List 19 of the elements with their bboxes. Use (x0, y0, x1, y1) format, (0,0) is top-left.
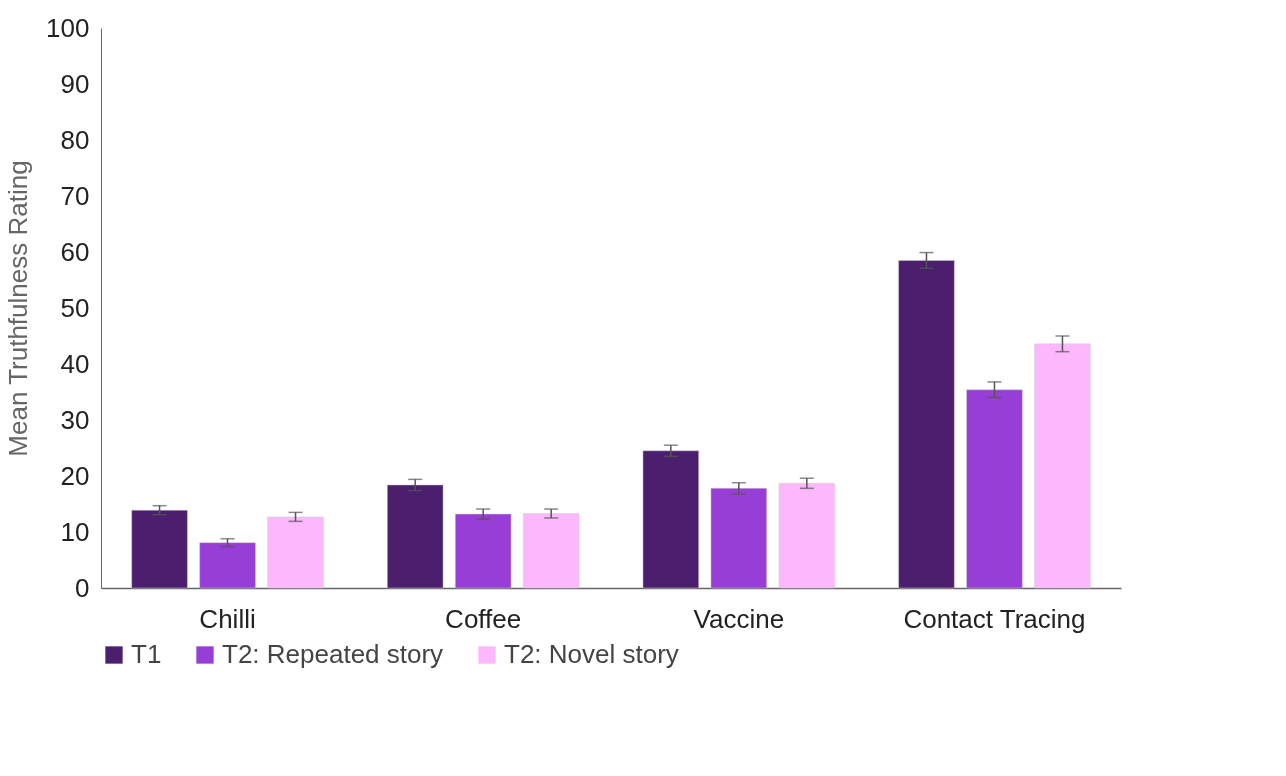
x-tick-label: Chilli (199, 603, 256, 634)
y-tick-label: 0 (75, 572, 90, 603)
legend-label: T2: Repeated story (222, 639, 444, 669)
x-tick-label: Contact Tracing (903, 603, 1086, 634)
y-tick-label: 80 (60, 124, 90, 155)
x-tick-label: Vaccine (693, 603, 785, 634)
y-tick-label: 50 (60, 292, 90, 323)
x-tick-label: Coffee (445, 603, 522, 634)
legend-label: T1 (131, 639, 162, 669)
y-tick-label: 100 (46, 12, 90, 43)
y-tick-label: 90 (60, 68, 90, 99)
legend-label: T2: Novel story (504, 639, 679, 669)
y-axis-title: Mean Truthfulness Rating (3, 160, 34, 457)
y-tick-label: 30 (60, 404, 90, 435)
y-tick-label: 10 (60, 516, 90, 547)
y-tick-label: 60 (60, 236, 90, 267)
y-tick-label: 70 (60, 180, 90, 211)
y-tick-label: 20 (60, 460, 90, 491)
y-tick-label: 40 (60, 348, 90, 379)
